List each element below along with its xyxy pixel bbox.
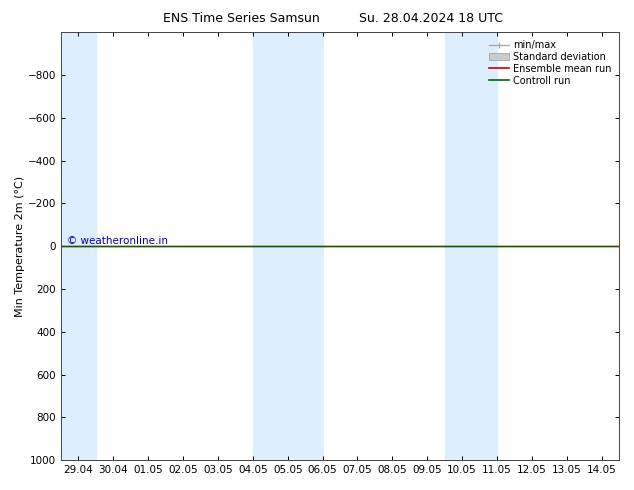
Bar [253, 32, 323, 460]
Text: ENS Time Series Samsun: ENS Time Series Samsun [162, 12, 320, 25]
Text: Su. 28.04.2024 18 UTC: Su. 28.04.2024 18 UTC [359, 12, 503, 25]
Legend: min/max, Standard deviation, Ensemble mean run, Controll run: min/max, Standard deviation, Ensemble me… [486, 37, 614, 89]
Bar [444, 32, 497, 460]
Text: © weatheronline.in: © weatheronline.in [67, 236, 167, 246]
Bar [61, 32, 96, 460]
Y-axis label: Min Temperature 2m (°C): Min Temperature 2m (°C) [15, 175, 25, 317]
